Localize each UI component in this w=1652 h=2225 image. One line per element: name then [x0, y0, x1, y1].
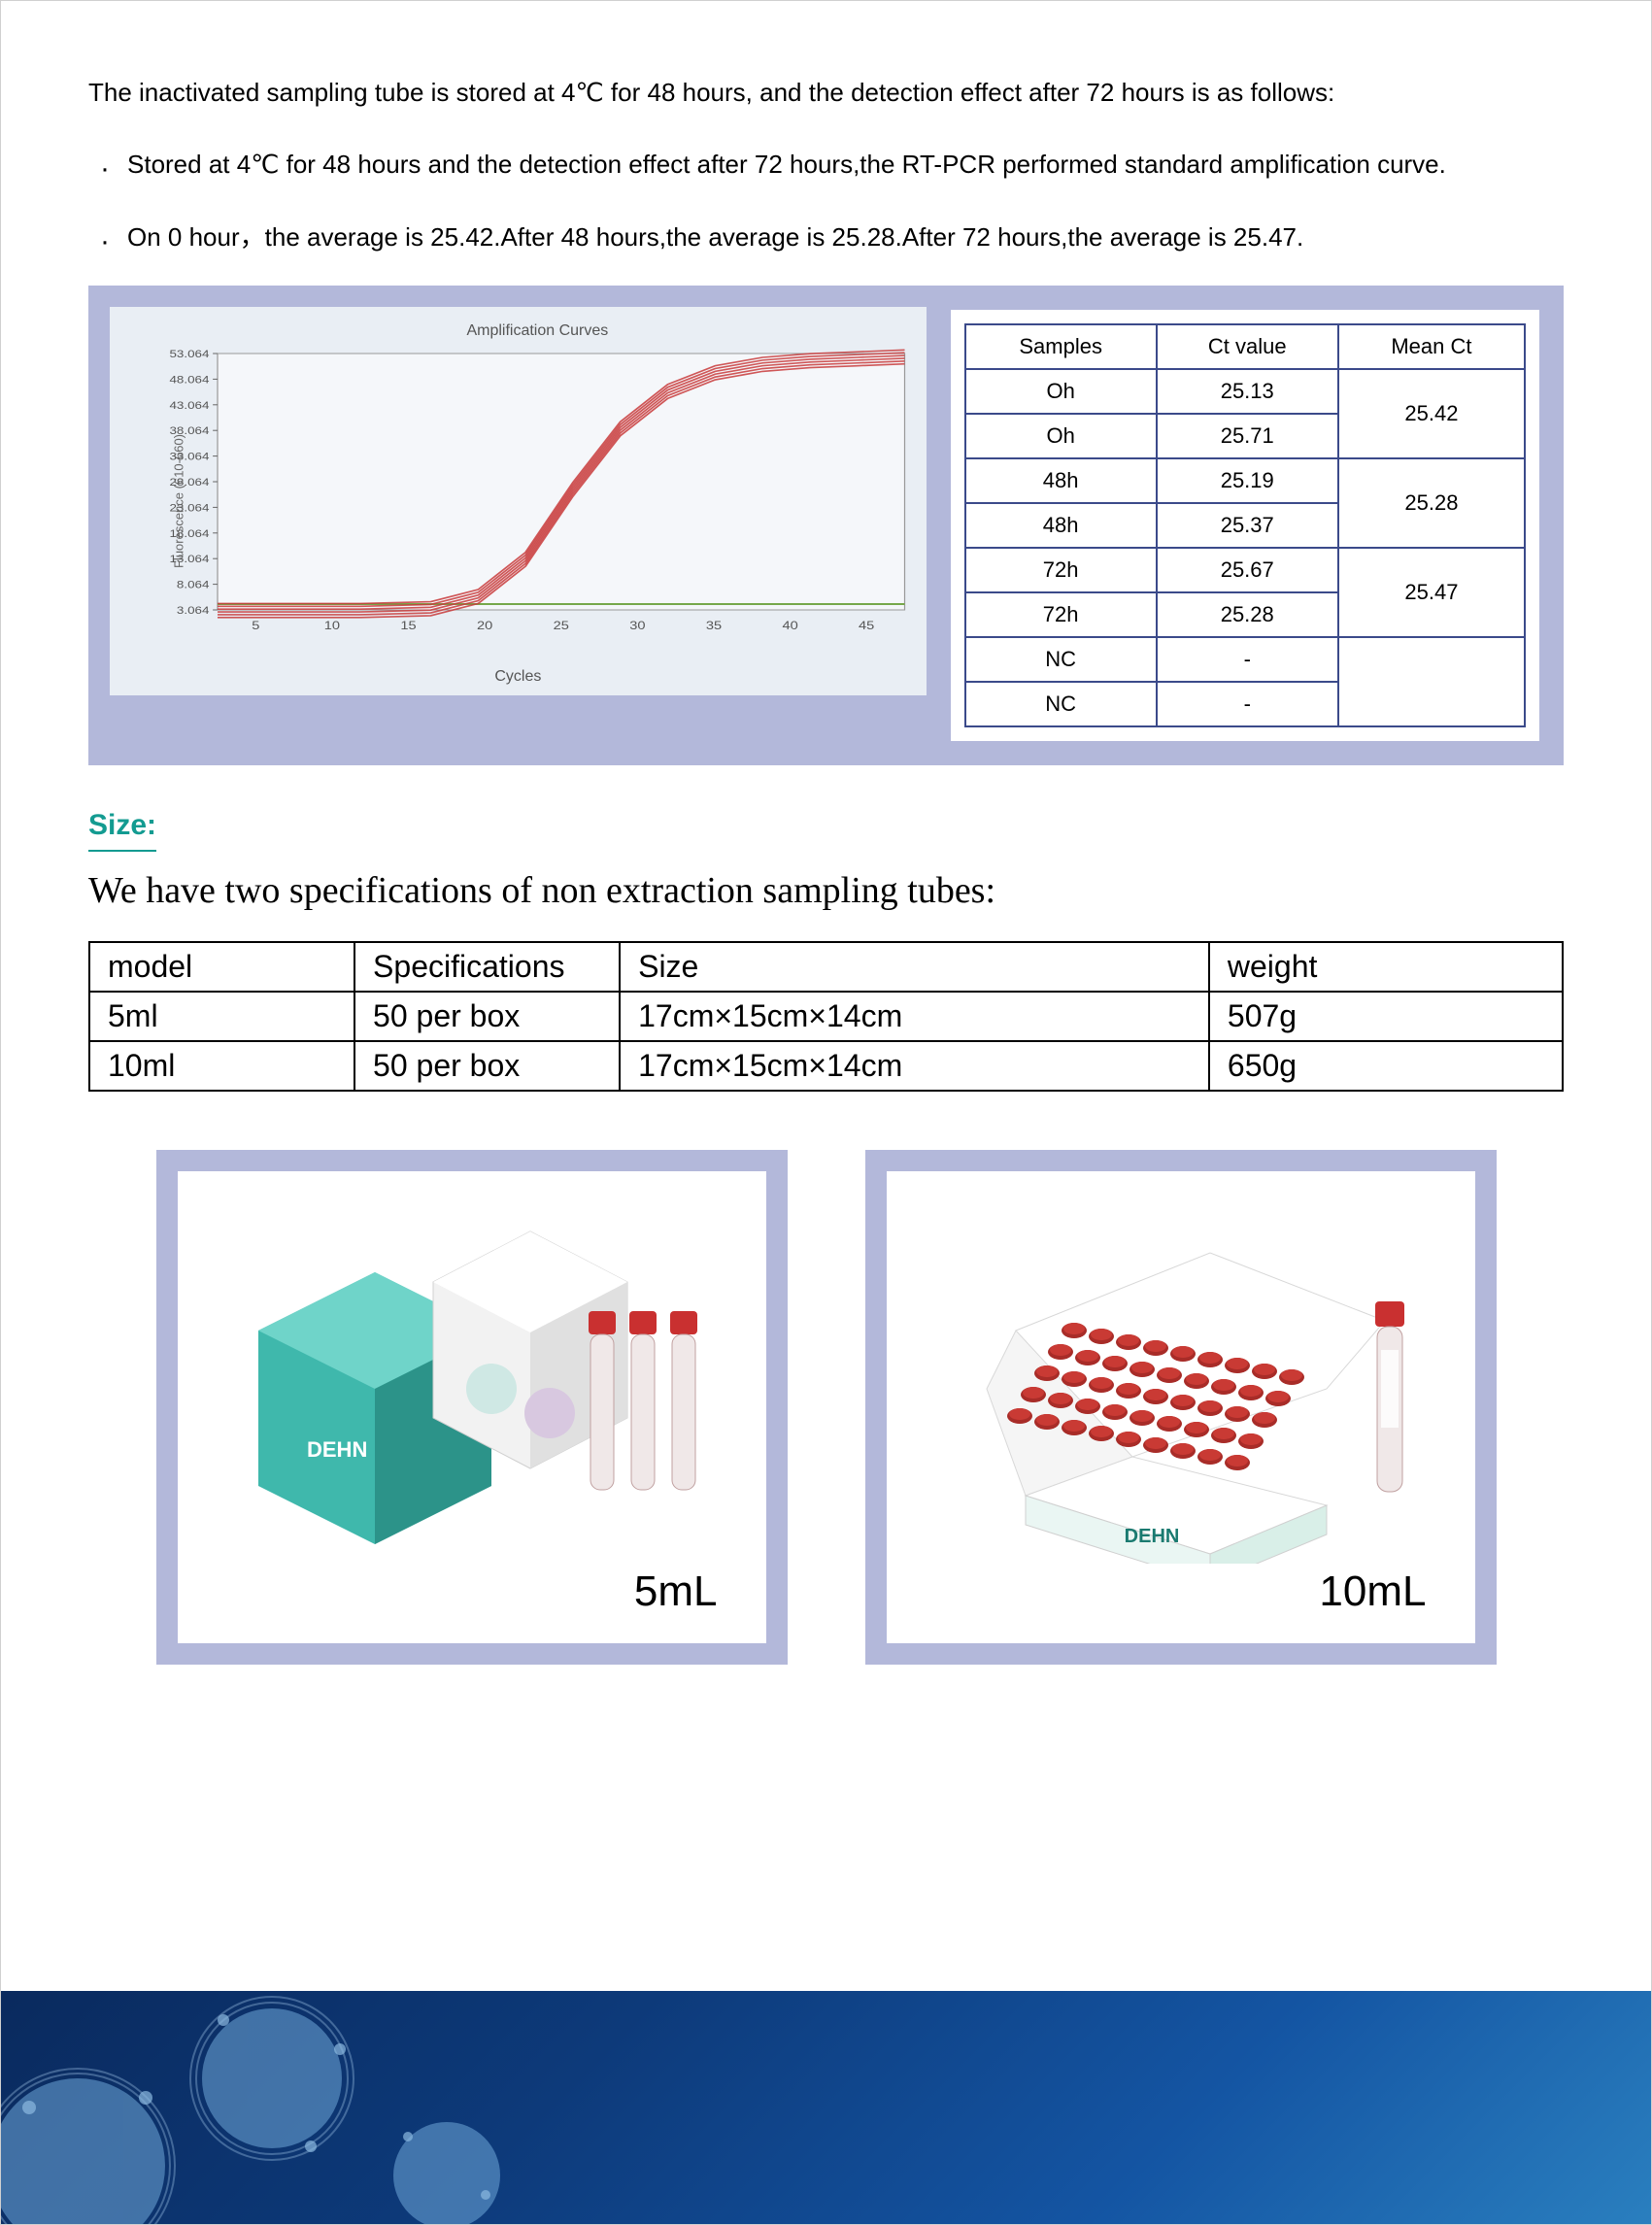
svg-text:30: 30 — [629, 619, 645, 631]
ct-sample: Oh — [965, 369, 1157, 414]
spec-cell: 507g — [1209, 992, 1563, 1041]
product-label-10ml: 10mL — [1319, 1568, 1455, 1624]
svg-text:5: 5 — [252, 619, 259, 631]
ct-h-ctvalue: Ct value — [1157, 324, 1338, 369]
ct-sample: 72h — [965, 548, 1157, 592]
ct-value: 25.67 — [1157, 548, 1338, 592]
svg-text:10: 10 — [324, 619, 340, 631]
svg-text:45: 45 — [859, 619, 874, 631]
product-card-5ml: DEHN — [156, 1150, 788, 1665]
spec-cell: 17cm×15cm×14cm — [620, 992, 1209, 1041]
svg-text:25: 25 — [554, 619, 569, 631]
spec-cell: 5ml — [89, 992, 354, 1041]
svg-text:53.064: 53.064 — [169, 348, 209, 360]
intro-bullet-1: Stored at 4℃ for 48 hours and the detect… — [88, 141, 1564, 188]
svg-text:35: 35 — [706, 619, 722, 631]
svg-text:3.064: 3.064 — [177, 604, 210, 617]
brand-text-2: DEHN — [1124, 1526, 1179, 1547]
ct-value: 25.37 — [1157, 503, 1338, 548]
ct-value-table: SamplesCt valueMean Ct Oh25.1325.42 Oh25.7… — [948, 307, 1542, 744]
ct-value: 25.19 — [1157, 458, 1338, 503]
spec-cell: 17cm×15cm×14cm — [620, 1041, 1209, 1091]
spec-cell: 10ml — [89, 1041, 354, 1091]
ct-sample: 72h — [965, 592, 1157, 637]
amplification-chart: Amplification Curves Fluorescence (610-6… — [110, 307, 927, 695]
specifications-table: modelSpecificationsSizeweight 5ml50 per b… — [88, 941, 1564, 1092]
spec-cell: 650g — [1209, 1041, 1563, 1091]
ct-value: 25.13 — [1157, 369, 1338, 414]
ct-h-samples: Samples — [965, 324, 1157, 369]
size-intro-text: We have two specifications of non extrac… — [88, 869, 1564, 912]
spec-cell: 50 per box — [354, 992, 620, 1041]
product-images-row: DEHN — [88, 1150, 1564, 1665]
ct-value: - — [1157, 637, 1338, 682]
ct-mean: 25.42 — [1338, 369, 1525, 458]
product-label-5ml: 5mL — [634, 1568, 747, 1624]
chart-title: Amplification Curves — [158, 317, 917, 346]
svg-text:48.064: 48.064 — [169, 374, 209, 387]
ct-sample: NC — [965, 682, 1157, 726]
spec-header: Specifications — [354, 942, 620, 992]
intro-line-1: The inactivated sampling tube is stored … — [88, 69, 1564, 117]
svg-text:43.064: 43.064 — [169, 399, 209, 412]
svg-text:15: 15 — [400, 619, 416, 631]
ct-mean: 25.47 — [1338, 548, 1525, 637]
ct-sample: Oh — [965, 414, 1157, 458]
ct-value: - — [1157, 682, 1338, 726]
ct-h-meanct: Mean Ct — [1338, 324, 1525, 369]
chart-x-label: Cycles — [494, 668, 541, 686]
ct-value: 25.28 — [1157, 592, 1338, 637]
footer-decoration — [1, 1991, 1651, 2224]
brand-text: DEHN — [307, 1437, 367, 1462]
svg-text:8.064: 8.064 — [177, 579, 210, 591]
svg-text:20: 20 — [477, 619, 492, 631]
chart-and-table-panel: Amplification Curves Fluorescence (610-6… — [88, 286, 1564, 765]
ct-mean — [1338, 637, 1525, 726]
ct-sample: NC — [965, 637, 1157, 682]
chart-y-label: Fluorescence (610-660) — [172, 434, 186, 568]
intro-bullet-2: On 0 hour，the average is 25.42.After 48 … — [88, 214, 1564, 261]
ct-sample: 48h — [965, 503, 1157, 548]
spec-header: model — [89, 942, 354, 992]
spec-header: Size — [620, 942, 1209, 992]
svg-text:40: 40 — [782, 619, 797, 631]
spec-cell: 50 per box — [354, 1041, 620, 1091]
ct-mean: 25.28 — [1338, 458, 1525, 548]
ct-value: 25.71 — [1157, 414, 1338, 458]
size-heading: Size: — [88, 809, 156, 852]
product-card-10ml: DEHN 10mL — [865, 1150, 1497, 1665]
ct-sample: 48h — [965, 458, 1157, 503]
spec-header: weight — [1209, 942, 1563, 992]
